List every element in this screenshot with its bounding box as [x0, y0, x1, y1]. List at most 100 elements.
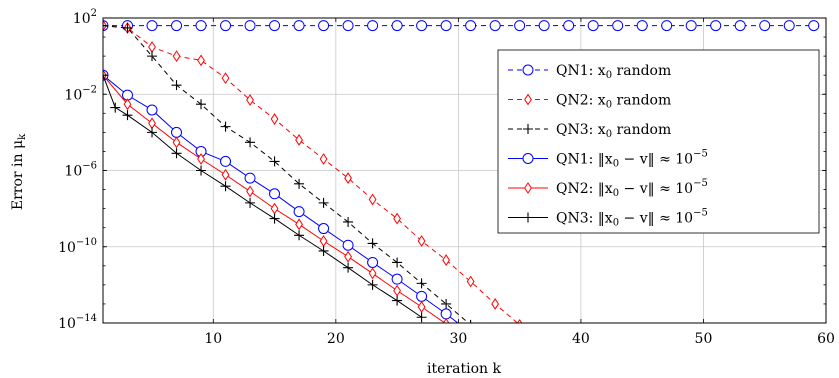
data-point [221, 168, 230, 181]
data-point [146, 104, 158, 116]
data-point [416, 20, 428, 32]
data-point [636, 20, 648, 32]
data-point [515, 362, 525, 372]
data-point [710, 20, 722, 32]
data-point [197, 153, 205, 165]
series-4 [103, 69, 459, 323]
series-5 [103, 69, 450, 323]
data-point [172, 136, 181, 149]
data-point [122, 22, 133, 33]
data-point [147, 127, 158, 138]
data-point [416, 278, 427, 289]
data-point [245, 137, 256, 148]
data-point [148, 117, 156, 130]
data-point [416, 312, 427, 323]
legend-entry: QN3: x0 random [508, 122, 671, 140]
data-point [171, 126, 183, 138]
y-tick-label: 10−2 [64, 84, 97, 103]
data-point [147, 51, 158, 62]
x-tick-label: 50 [695, 331, 713, 347]
data-point [294, 230, 305, 241]
data-point [269, 188, 281, 200]
data-point [146, 20, 158, 32]
data-point [269, 20, 281, 32]
legend-entry: QN1: ‖x0 − v‖ ≈ 10−5 [508, 149, 708, 170]
series-line [103, 25, 470, 323]
legend-label: QN3: x0 random [556, 122, 671, 140]
data-point [440, 20, 452, 32]
legend-entry: QN2: ‖x0 − v‖ ≈ 10−5 [508, 178, 708, 199]
data-point [294, 178, 305, 189]
legend-entry: QN2: x0 random [508, 93, 671, 111]
data-point [491, 298, 500, 310]
data-point [220, 121, 231, 132]
data-point [541, 337, 548, 347]
data-point [578, 369, 585, 378]
x-tick-label: 60 [817, 331, 835, 347]
legend-marker [524, 182, 532, 194]
data-point [587, 20, 599, 32]
legend-marker [522, 64, 534, 76]
data-point [685, 20, 697, 32]
data-point [293, 206, 305, 218]
data-point [245, 197, 256, 208]
data-point [392, 295, 403, 306]
data-point [197, 54, 205, 67]
data-point [171, 20, 183, 32]
data-point [441, 298, 452, 309]
data-point [270, 113, 279, 125]
data-point [318, 20, 330, 32]
data-point [318, 197, 329, 208]
x-tick-label: 40 [572, 331, 590, 347]
legend-label: QN2: x0 random [556, 93, 671, 111]
legend-entry: QN1: x0 random [508, 63, 671, 81]
data-point [368, 267, 377, 280]
series-6 [103, 70, 427, 323]
data-point [319, 153, 328, 165]
data-point [367, 238, 378, 249]
data-point [612, 20, 624, 32]
data-point [393, 284, 402, 297]
data-point [148, 41, 156, 53]
x-tick-label: 30 [449, 331, 467, 347]
y-tick-label: 10−6 [64, 161, 97, 180]
data-point [368, 193, 377, 206]
data-point [270, 202, 279, 215]
data-point [195, 20, 207, 32]
legend-entry: QN3: ‖x0 − v‖ ≈ 10−5 [508, 208, 708, 229]
data-point [343, 262, 354, 273]
legend-marker [524, 93, 532, 106]
data-point [220, 155, 232, 167]
data-point [393, 212, 402, 225]
data-point [563, 20, 575, 32]
data-point [391, 20, 403, 32]
data-point [171, 80, 182, 91]
series-1 [103, 20, 820, 32]
plot-area [103, 19, 820, 378]
series-line [103, 25, 519, 323]
data-point [470, 319, 472, 323]
data-point [465, 20, 477, 32]
legend-label: QN1: ‖x0 − v‖ ≈ 10−5 [556, 149, 708, 170]
legend-box [497, 49, 820, 234]
data-point [246, 185, 254, 198]
data-point [565, 356, 572, 366]
data-point [516, 318, 523, 323]
data-point [269, 156, 280, 167]
data-point [442, 254, 451, 266]
data-point [295, 218, 303, 231]
x-axis-label: iteration k [427, 361, 501, 377]
data-point [220, 181, 231, 192]
data-point [416, 290, 428, 302]
data-point [269, 213, 280, 224]
data-point [417, 235, 426, 247]
legend-label: QN3: ‖x0 − v‖ ≈ 10−5 [556, 208, 708, 229]
data-point [293, 20, 305, 32]
legend-marker [522, 153, 534, 164]
data-point [318, 245, 329, 256]
x-tick-label: 20 [327, 331, 345, 347]
legend: QN1: x0 random QN2: x0 random QN3: x0 rand… [497, 49, 820, 234]
y-tick-label: 10−10 [58, 237, 97, 256]
data-point [342, 20, 354, 32]
data-point [171, 148, 182, 159]
